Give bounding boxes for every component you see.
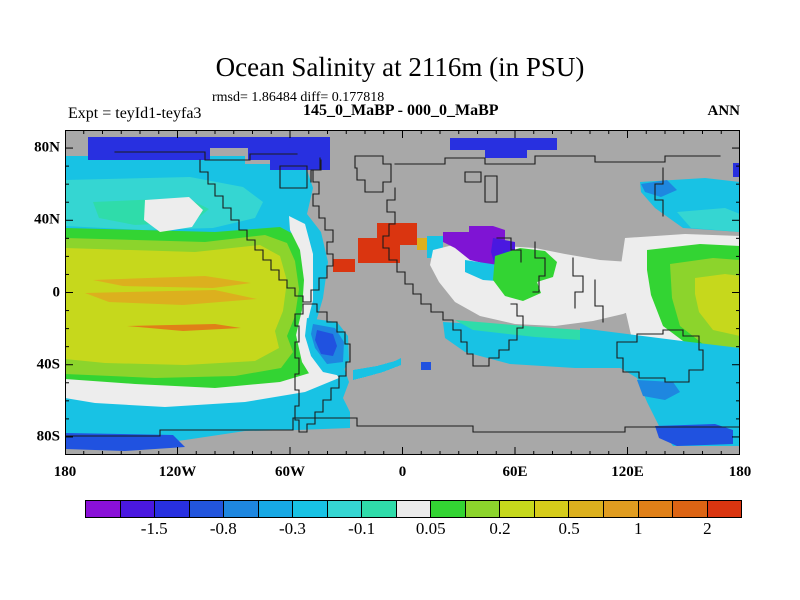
contour-region-natl-red-3 bbox=[377, 223, 417, 245]
colorbar-cell bbox=[637, 501, 673, 517]
x-tick-label: 0 bbox=[398, 464, 407, 480]
coast-na-west bbox=[199, 159, 304, 303]
contour-region-pac-white-south bbox=[65, 365, 339, 407]
colorbar-cell bbox=[464, 501, 500, 517]
colorbar-tick-label: -1.5 bbox=[140, 519, 168, 538]
colorbar-tick-label: -0.8 bbox=[209, 519, 237, 538]
stats-line: rmsd= 1.86484 diff= 0.177818 bbox=[212, 90, 385, 105]
season-label: ANN bbox=[707, 103, 741, 119]
contour-region-natl-gold-sliver bbox=[417, 238, 427, 250]
colorbar-cell bbox=[430, 501, 465, 517]
x-tick-label: 180 bbox=[53, 464, 77, 480]
coast-africa-east bbox=[478, 303, 524, 367]
contour-region-pac-gold-streak-2 bbox=[85, 290, 257, 305]
coast-na-east bbox=[302, 159, 334, 303]
contour-region-arctic-blue-band-2 bbox=[450, 138, 557, 158]
colorbar-cell bbox=[499, 501, 534, 517]
world-map bbox=[65, 130, 740, 455]
colorbar bbox=[85, 500, 742, 518]
contour-region-natl-red-1 bbox=[333, 259, 355, 272]
page-title: Ocean Salinity at 2116m (in PSU) bbox=[215, 52, 585, 82]
coast-india bbox=[532, 241, 546, 293]
colorbar-tick-label: 0.05 bbox=[415, 519, 446, 538]
coast-kamchatka-japan bbox=[654, 167, 664, 217]
contour-region-satl-blue-dot bbox=[421, 362, 431, 370]
y-tick-label: 80N bbox=[34, 139, 60, 156]
colorbar-cell bbox=[602, 501, 638, 517]
x-tick-label: 120W bbox=[158, 464, 197, 480]
colorbar-tick-label: -0.3 bbox=[279, 519, 306, 538]
colorbar-labels: -1.5 -0.8 -0.3 -0.1 0.05 0.2 0.5 1 2 bbox=[85, 519, 742, 541]
colorbar-cell bbox=[361, 501, 396, 517]
coast-arctic-na bbox=[114, 151, 298, 161]
coast-south-america bbox=[294, 303, 351, 433]
colorbar-cell bbox=[706, 501, 742, 517]
colorbar-cell bbox=[154, 501, 189, 517]
colorbar-cell bbox=[292, 501, 327, 517]
colorbar-cell bbox=[533, 501, 569, 517]
x-tick-label: 60W bbox=[275, 464, 305, 480]
contour-region-sa-coast-blue-core bbox=[315, 330, 337, 356]
contour-region-arctic-blue-sliver-east bbox=[733, 163, 740, 177]
coast-antarctica bbox=[65, 417, 740, 437]
coast-eurasia-arctic bbox=[394, 155, 721, 165]
coast-hudson-bay bbox=[279, 165, 308, 189]
colorbar-tick-label: 1 bbox=[634, 519, 643, 538]
contour-region-arabian-green bbox=[493, 248, 557, 301]
contour-region-arctic-blue-band-1 bbox=[88, 137, 330, 148]
contour-region-nwpac-blue bbox=[641, 180, 677, 197]
coast-greenland bbox=[354, 155, 392, 193]
colorbar-cell bbox=[672, 501, 707, 517]
contour-region-med-purple bbox=[443, 226, 505, 266]
coast-black-sea bbox=[464, 171, 482, 183]
contour-region-arctic-blue-band-1b bbox=[88, 148, 210, 160]
contour-region-satl-cyan-stairs bbox=[353, 358, 401, 380]
comparison-label: 145_0_MaBP - 000_0_MaBP bbox=[303, 102, 499, 119]
experiment-label: Expt = teyId1-teyfa3 bbox=[68, 105, 202, 122]
contour-region-pac-blue-bottom bbox=[65, 433, 185, 451]
y-tick-label: 0 bbox=[52, 284, 61, 300]
contour-region-arctic-blue-band-1c bbox=[248, 146, 330, 170]
y-axis-labels: 80N 40N 0 40S 80S bbox=[0, 130, 60, 455]
coast-europe-africa-west bbox=[382, 187, 480, 367]
colorbar-tick-label: -0.1 bbox=[348, 519, 376, 538]
x-axis-labels: 180 120W 60W 0 60E 120E 180 bbox=[54, 464, 752, 486]
contour-region-se-blue-blob bbox=[637, 380, 680, 400]
contour-region-pac-gold-streak-1 bbox=[93, 276, 251, 288]
colorbar-cell bbox=[86, 501, 120, 517]
contour-region-pac-lime bbox=[65, 245, 287, 365]
contour-region-wpac-lime-core bbox=[695, 274, 740, 336]
colorbar-cell bbox=[326, 501, 362, 517]
colorbar-tick-label: 0.2 bbox=[489, 519, 511, 538]
y-tick-label: 80S bbox=[36, 428, 60, 445]
contour-region-pac-orange-streak bbox=[127, 324, 241, 331]
coast-bering bbox=[310, 157, 321, 183]
coast-arabia bbox=[496, 237, 522, 263]
colorbar-tick-label: 2 bbox=[703, 519, 712, 538]
contour-region-pac-white-coast bbox=[289, 216, 326, 383]
x-tick-label: 60E bbox=[502, 464, 528, 480]
coast-caspian-sea bbox=[484, 175, 498, 203]
colorbar-cell bbox=[223, 501, 258, 517]
y-tick-label: 40S bbox=[36, 356, 60, 373]
contour-region-natl-red-2 bbox=[358, 238, 400, 263]
colorbar-cell bbox=[568, 501, 603, 517]
coast-se-asia-2 bbox=[594, 279, 604, 323]
contour-region-np-white-blob bbox=[144, 197, 203, 232]
coast-australia bbox=[616, 329, 704, 383]
x-tick-label: 180 bbox=[728, 464, 752, 480]
colorbar-cell bbox=[119, 501, 155, 517]
y-tick-label: 40N bbox=[34, 211, 60, 228]
colorbar-tick-label: 0.5 bbox=[558, 519, 580, 538]
coast-se-asia-1 bbox=[572, 257, 584, 309]
colorbar-cell bbox=[257, 501, 293, 517]
contour-region-se-blue-bottom bbox=[655, 424, 733, 446]
contour-region-nwpac-teal bbox=[677, 208, 740, 232]
colorbar-cell bbox=[395, 501, 431, 517]
colorbar-cell bbox=[188, 501, 224, 517]
map-frame bbox=[65, 130, 740, 455]
x-tick-label: 120E bbox=[611, 464, 644, 480]
